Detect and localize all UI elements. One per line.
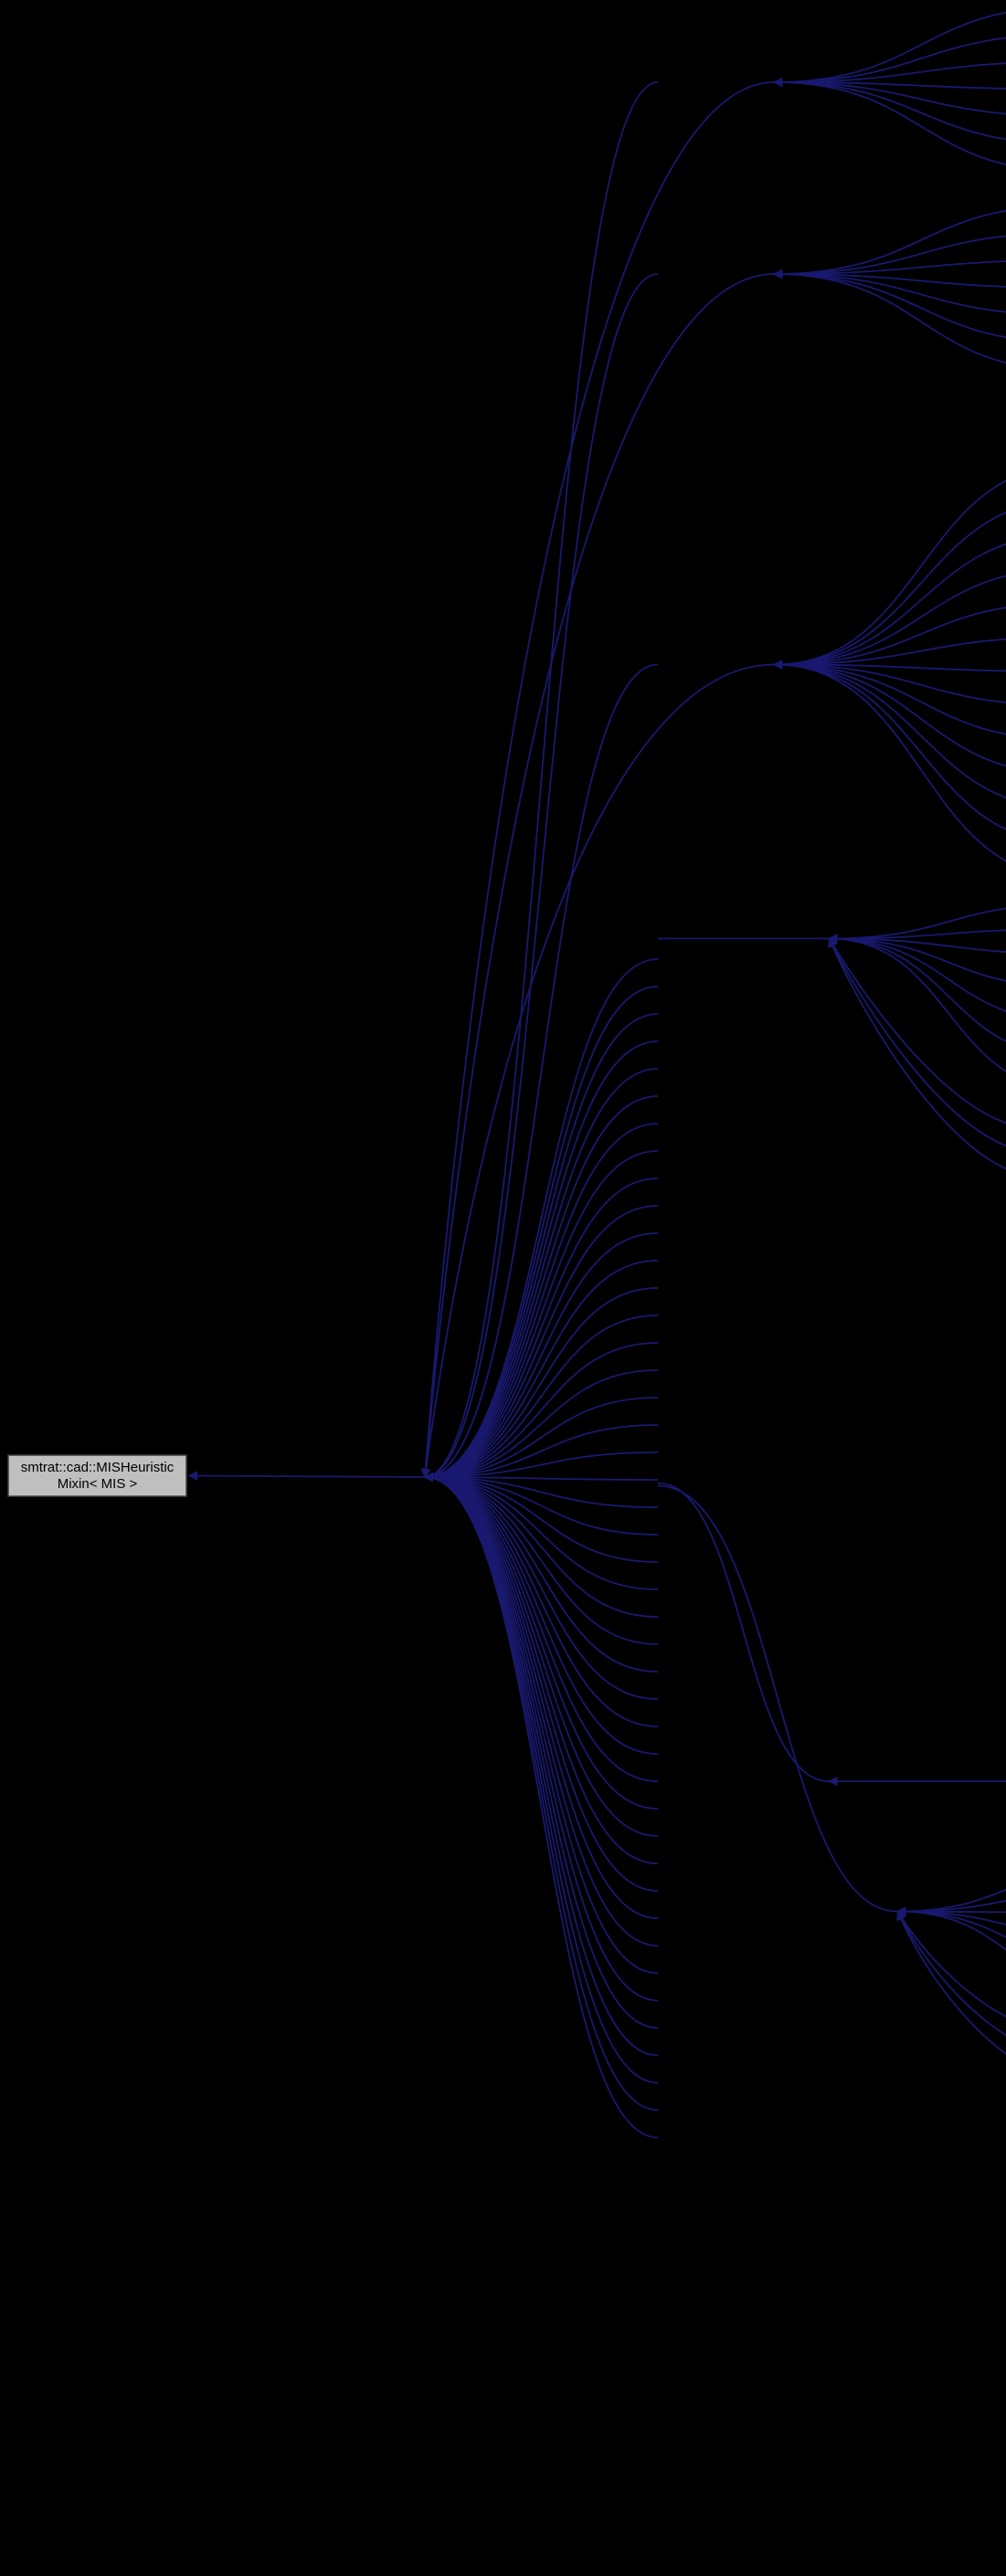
edge <box>425 1477 658 1726</box>
edge <box>425 1069 658 1477</box>
edge <box>830 904 1006 939</box>
edge <box>830 939 1006 1090</box>
edge <box>425 1477 658 2001</box>
edge <box>425 1477 658 1918</box>
edge <box>775 603 1006 665</box>
edge <box>898 1912 1006 1996</box>
edge <box>830 939 1006 1128</box>
edge <box>898 1912 1006 2060</box>
inheritance-diagram: smtrat::cad::MISHeuristicMixin< MIS > <box>0 0 1006 2576</box>
edge <box>775 501 1006 665</box>
edge <box>775 82 1006 172</box>
edge <box>425 987 658 1477</box>
edge <box>830 939 1006 1152</box>
root-node-label-line: Mixin< MIS > <box>58 1476 138 1492</box>
root-node-label-line: smtrat::cad::MISHeuristic <box>21 1460 175 1475</box>
edge <box>425 1261 658 1477</box>
edge <box>425 1477 658 2055</box>
edge <box>425 1477 658 2110</box>
edge <box>425 1233 658 1477</box>
edge <box>775 62 1006 83</box>
edge <box>189 1476 425 1478</box>
edge <box>425 274 658 1477</box>
edge <box>898 1888 1006 1912</box>
edge <box>830 939 1006 1056</box>
edge <box>775 274 1006 370</box>
edge <box>425 1477 658 1699</box>
edge <box>425 1178 658 1477</box>
edge <box>425 1096 658 1477</box>
edge <box>425 1477 658 1644</box>
edge <box>425 1477 658 2083</box>
edge <box>775 82 1006 144</box>
edge <box>425 1477 658 2138</box>
edge <box>425 1477 658 1973</box>
edge <box>775 665 1006 706</box>
edge <box>775 466 1006 665</box>
edge <box>775 35 1006 83</box>
edge <box>898 1912 1006 2084</box>
edge <box>425 82 775 1477</box>
edge <box>775 665 1006 775</box>
edge <box>658 1486 898 1912</box>
edge <box>775 665 1006 843</box>
edge <box>425 1477 658 1809</box>
edge <box>425 959 658 1477</box>
edge <box>425 1343 658 1477</box>
edge <box>425 1477 658 1891</box>
edge <box>658 1483 830 1781</box>
edge <box>425 665 775 1478</box>
edge <box>775 534 1006 665</box>
edge <box>425 274 775 1477</box>
